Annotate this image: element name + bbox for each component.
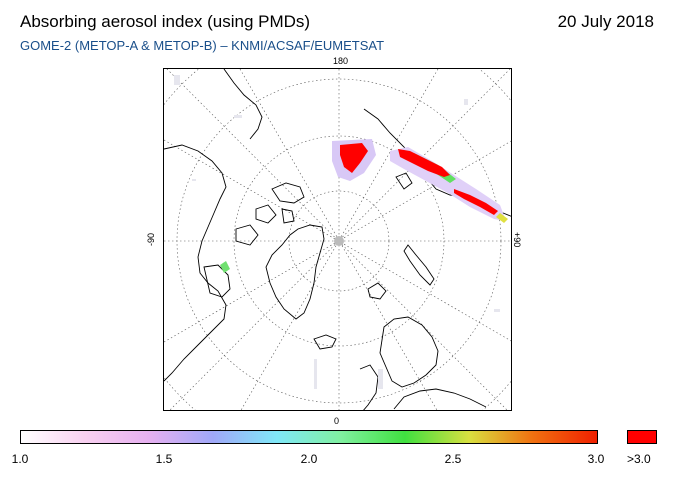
colorbar-tick-label: 1.0 — [11, 452, 29, 466]
polar-data-gap — [334, 236, 344, 246]
map-date: 20 July 2018 — [557, 12, 654, 31]
novaya-zemlya-coast — [403, 244, 435, 286]
polar-map-svg — [164, 69, 511, 410]
colorbar-tick-label: 2.0 — [300, 452, 318, 466]
colorbar-overflow-box — [627, 430, 657, 444]
plume-core-east — [398, 149, 450, 177]
meridian-120 — [164, 139, 511, 342]
longitude-label-east: +90 — [512, 232, 522, 248]
north-america-coast — [164, 144, 227, 382]
alaska-coast — [223, 69, 263, 140]
coastlines — [164, 69, 511, 410]
longitude-label-0: 0 — [334, 416, 340, 426]
plume-core-west — [340, 143, 368, 173]
plume-small-green — [220, 261, 230, 273]
svalbard-coast — [367, 282, 387, 300]
longitude-label-180: 180 — [333, 56, 349, 66]
europe-coast — [359, 364, 487, 410]
iceland-coast — [313, 334, 337, 350]
graticule — [164, 69, 511, 410]
longitude-label-west: -90 — [146, 232, 156, 246]
colorbar-tick-label: 2.5 — [444, 452, 462, 466]
colorbar-overflow-label: >3.0 — [627, 452, 651, 466]
hudson-bay-coast — [203, 264, 231, 298]
plume-core-east-tail — [454, 189, 498, 215]
meridian-60 — [164, 140, 511, 343]
aerosol-plumes — [220, 139, 508, 273]
scandinavia-coast — [379, 316, 439, 388]
polar-map — [163, 68, 512, 411]
plume-yellow-edge — [496, 213, 508, 223]
colorbar-tick-label: 3.0 — [587, 452, 605, 466]
colorbar — [20, 430, 598, 444]
greenland-coast — [265, 224, 325, 320]
map-title: Absorbing aerosol index (using PMDs) — [20, 12, 311, 31]
canadian-islands-coast — [235, 182, 305, 246]
map-subtitle: GOME-2 (METOP-A & METOP-B) – KNMI/ACSAF/… — [20, 38, 385, 53]
severnaya-zemlya-coast — [395, 172, 413, 190]
colorbar-tick-label: 1.5 — [155, 452, 173, 466]
noise-specks — [174, 75, 500, 389]
